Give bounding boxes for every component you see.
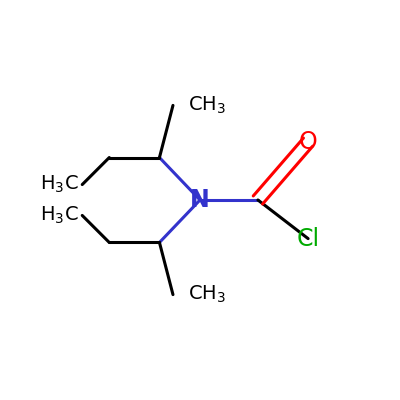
Text: O: O [299, 130, 318, 154]
Text: N: N [190, 188, 210, 212]
Text: CH$_3$: CH$_3$ [188, 284, 226, 305]
Text: H$_3$C: H$_3$C [40, 174, 78, 195]
Text: CH$_3$: CH$_3$ [188, 95, 226, 116]
Text: H$_3$C: H$_3$C [40, 205, 78, 226]
Text: Cl: Cl [296, 227, 320, 251]
